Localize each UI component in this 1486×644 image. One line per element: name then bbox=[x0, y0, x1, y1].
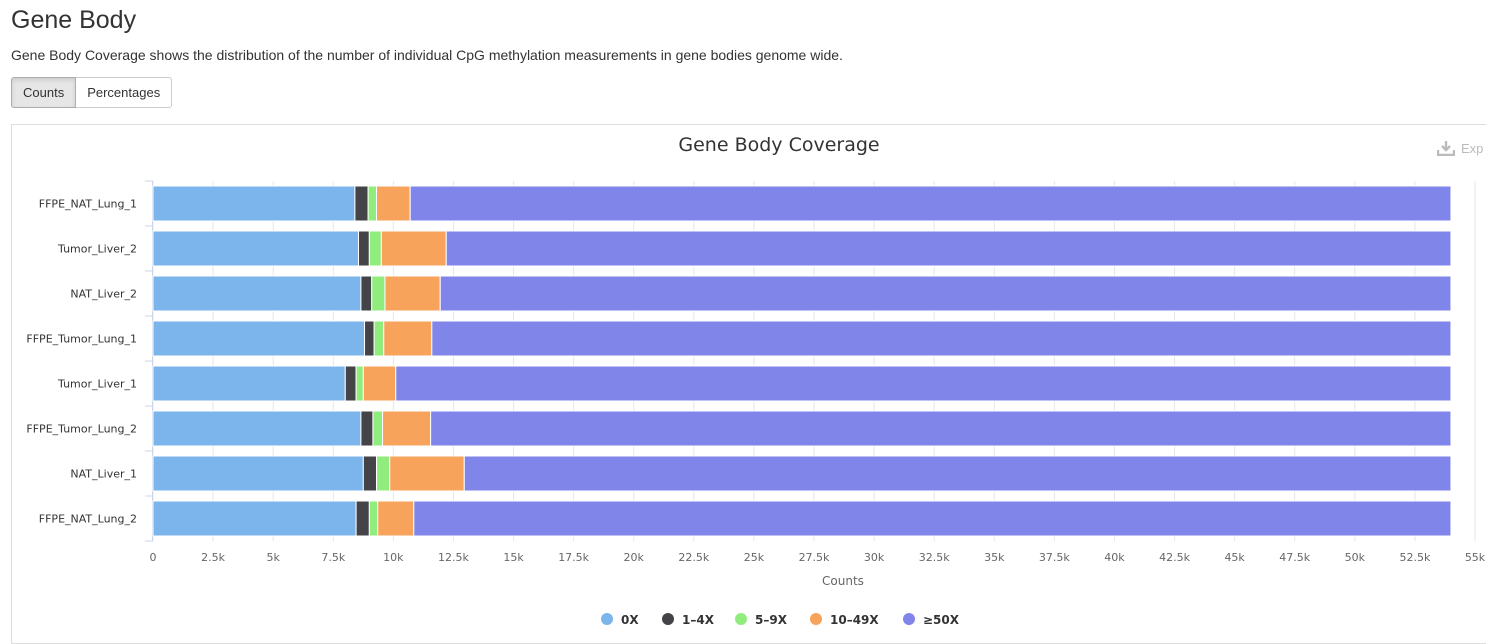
x-tick-label: 40k bbox=[1104, 551, 1125, 564]
x-tick-label: 42.5k bbox=[1159, 551, 1190, 564]
bar-segment[interactable] bbox=[372, 410, 384, 447]
bar-segment[interactable] bbox=[377, 500, 415, 537]
bar-segment[interactable] bbox=[389, 455, 465, 492]
x-tick-label: 35k bbox=[984, 551, 1005, 564]
bar-segment[interactable] bbox=[445, 230, 1452, 267]
bar-segment[interactable] bbox=[383, 320, 433, 357]
x-tick-label: 20k bbox=[624, 551, 645, 564]
x-tick-label: 12.5k bbox=[438, 551, 469, 564]
x-tick-label: 27.5k bbox=[799, 551, 830, 564]
download-icon bbox=[1437, 141, 1455, 156]
legend-label: 10–49X bbox=[830, 613, 879, 627]
legend-label: 1–4X bbox=[682, 613, 715, 627]
x-tick-label: 45k bbox=[1224, 551, 1245, 564]
bar-segment[interactable] bbox=[380, 230, 447, 267]
x-tick-label: 52.5k bbox=[1399, 551, 1430, 564]
bar-segment[interactable] bbox=[362, 365, 397, 402]
y-category-label: Tumor_Liver_1 bbox=[57, 378, 137, 391]
x-tick-label: 15k bbox=[503, 551, 524, 564]
bar-segment[interactable] bbox=[371, 275, 386, 312]
legend-marker bbox=[601, 613, 613, 625]
counts-button[interactable]: Counts bbox=[11, 77, 77, 108]
y-category-label: NAT_Liver_2 bbox=[70, 288, 137, 301]
bar-segment[interactable] bbox=[430, 410, 1452, 447]
bar-segment[interactable] bbox=[152, 410, 362, 447]
bar-segment[interactable] bbox=[362, 455, 378, 492]
bar-segment[interactable] bbox=[152, 275, 362, 312]
legend-item[interactable]: 1–4X bbox=[662, 613, 715, 627]
bar-segment[interactable] bbox=[152, 500, 357, 537]
bar-segment[interactable] bbox=[382, 410, 432, 447]
percentages-button[interactable]: Percentages bbox=[76, 77, 173, 108]
bar-segment[interactable] bbox=[364, 320, 375, 357]
bar-segment[interactable] bbox=[152, 455, 364, 492]
legend-marker bbox=[903, 613, 915, 625]
bar-segment[interactable] bbox=[152, 230, 360, 267]
x-tick-label: 47.5k bbox=[1279, 551, 1310, 564]
x-tick-label: 10k bbox=[383, 551, 404, 564]
bar-segment[interactable] bbox=[395, 365, 1452, 402]
bar-segment[interactable] bbox=[463, 455, 1452, 492]
bar-segment[interactable] bbox=[152, 320, 366, 357]
legend-marker bbox=[810, 613, 822, 625]
page-title: Gene Body bbox=[11, 6, 137, 34]
bar-segment[interactable] bbox=[376, 455, 391, 492]
bar-segment[interactable] bbox=[376, 185, 411, 222]
x-tick-label: 7.5k bbox=[321, 551, 345, 564]
x-tick-label: 50k bbox=[1345, 551, 1366, 564]
bar-segment[interactable] bbox=[431, 320, 1452, 357]
legend-marker bbox=[735, 613, 747, 625]
legend-label: 5–9X bbox=[755, 613, 788, 627]
legend-marker bbox=[662, 613, 674, 625]
legend-item[interactable]: 10–49X bbox=[810, 613, 879, 627]
x-tick-label: 30k bbox=[864, 551, 885, 564]
bar-segment[interactable] bbox=[384, 275, 441, 312]
y-category-label: Tumor_Liver_2 bbox=[57, 243, 137, 256]
legend-item[interactable]: ≥50X bbox=[903, 613, 960, 627]
legend-label: 0X bbox=[621, 613, 639, 627]
x-tick-label: 32.5k bbox=[919, 551, 950, 564]
y-category-label: NAT_Liver_1 bbox=[70, 468, 137, 481]
y-category-label: FFPE_NAT_Lung_1 bbox=[39, 198, 137, 211]
page-description: Gene Body Coverage shows the distributio… bbox=[11, 47, 843, 63]
bar-segment[interactable] bbox=[360, 275, 373, 312]
bar-segment[interactable] bbox=[354, 185, 369, 222]
bar-segment[interactable] bbox=[368, 500, 379, 537]
legend-item[interactable]: 5–9X bbox=[735, 613, 788, 627]
bar-segment[interactable] bbox=[373, 320, 385, 357]
bar-segment[interactable] bbox=[355, 500, 370, 537]
x-tick-label: 17.5k bbox=[558, 551, 589, 564]
y-category-label: FFPE_Tumor_Lung_2 bbox=[26, 423, 137, 436]
bar-segment[interactable] bbox=[152, 365, 346, 402]
x-tick-label: 25k bbox=[744, 551, 765, 564]
bar-segment[interactable] bbox=[344, 365, 357, 402]
x-tick-label: 0 bbox=[150, 551, 157, 564]
chart-title: Gene Body Coverage bbox=[678, 134, 879, 156]
legend-item[interactable]: 0X bbox=[601, 613, 639, 627]
bar-segment[interactable] bbox=[367, 185, 378, 222]
bar-segment[interactable] bbox=[360, 410, 374, 447]
x-tick-label: 2.5k bbox=[201, 551, 225, 564]
bar-segment[interactable] bbox=[368, 230, 382, 267]
bar-segment[interactable] bbox=[358, 230, 370, 267]
x-tick-label: 5k bbox=[266, 551, 280, 564]
x-tick-label: 22.5k bbox=[678, 551, 709, 564]
y-category-label: FFPE_Tumor_Lung_1 bbox=[26, 333, 137, 346]
x-tick-label: 55k bbox=[1465, 551, 1486, 564]
view-toggle: Counts Percentages bbox=[11, 77, 173, 108]
gene-body-coverage-chart: Gene Body Coverage FFPE_NAT_Lung_1 Tumor_… bbox=[26, 134, 1486, 627]
bar-segment[interactable] bbox=[409, 185, 1452, 222]
bar-segment[interactable] bbox=[413, 500, 1452, 537]
bar-segment[interactable] bbox=[355, 365, 364, 402]
y-category-label: FFPE_NAT_Lung_2 bbox=[39, 513, 137, 526]
bar-segment[interactable] bbox=[439, 275, 1452, 312]
bar-segment[interactable] bbox=[152, 185, 356, 222]
export-label: Exp bbox=[1461, 140, 1484, 156]
x-tick-label: 37.5k bbox=[1039, 551, 1070, 564]
x-axis-title: Counts bbox=[822, 574, 864, 588]
legend-label: ≥50X bbox=[923, 613, 960, 627]
export-button[interactable]: Exp bbox=[1437, 140, 1483, 156]
